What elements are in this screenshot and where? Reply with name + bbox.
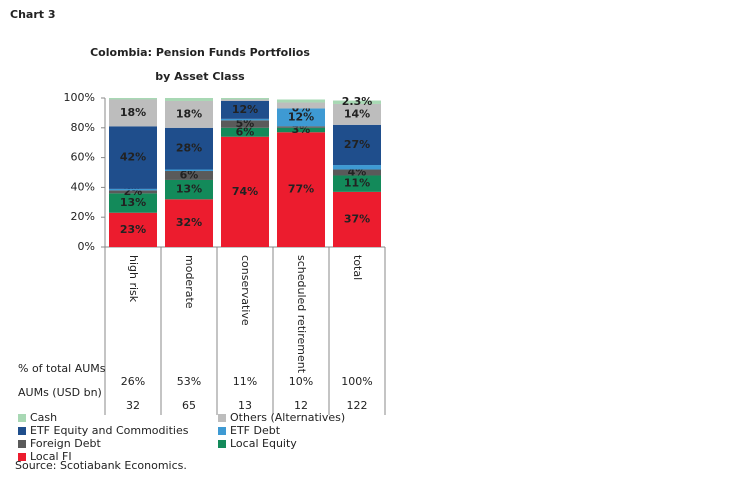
x-tick-label: high risk (127, 255, 140, 303)
bar-segment (165, 98, 213, 101)
data-label: 6% (236, 125, 255, 138)
data-label: 28% (176, 142, 202, 155)
bar-segment (221, 99, 269, 101)
bar-segment (333, 191, 381, 247)
table-cell: 26% (121, 375, 145, 388)
bar-segment (109, 212, 157, 247)
data-label: 77% (288, 183, 314, 196)
bar-segment (333, 169, 381, 176)
bar-segment (277, 108, 325, 127)
data-label: 11% (344, 177, 370, 190)
bar-segment (165, 169, 213, 172)
table-cell: 13 (238, 399, 252, 412)
y-tick-label: 100% (64, 91, 95, 104)
data-label: 12% (288, 110, 314, 123)
x-tick-label: moderate (183, 255, 196, 309)
bar-segment (221, 98, 269, 100)
legend-label: Others (Alternatives) (230, 411, 345, 424)
table-cell: 65 (182, 399, 196, 412)
bar-segment (221, 136, 269, 247)
row-label: % of total AUMs (18, 362, 106, 375)
chart-header: Chart 3 (10, 8, 56, 21)
x-tick-label: total (351, 255, 364, 280)
bar-segment (109, 188, 157, 191)
legend-swatch (18, 453, 26, 461)
legend-swatch (18, 414, 26, 422)
legend-swatch (218, 427, 226, 435)
y-tick-label: 40% (71, 180, 95, 193)
legend-label: Foreign Debt (30, 437, 101, 450)
data-label: 13% (120, 196, 146, 209)
data-label: 12% (232, 103, 258, 116)
legend-label: ETF Equity and Commodities (30, 424, 189, 437)
data-label: 18% (176, 107, 202, 120)
chart-title: by Asset Class (155, 70, 245, 83)
bar-segment (277, 99, 325, 103)
bar-segment (165, 171, 213, 180)
data-label: 13% (176, 183, 202, 196)
bar-segment (333, 124, 381, 166)
table-cell: 10% (289, 375, 313, 388)
bar-segment (333, 165, 381, 170)
data-label: 2.3% (342, 95, 373, 108)
table-cell: 100% (341, 375, 372, 388)
y-tick-label: 60% (71, 151, 95, 164)
bar-segment (277, 132, 325, 247)
data-label: 23% (120, 223, 146, 236)
table-cell: 32 (126, 399, 140, 412)
bar-segment (277, 127, 325, 133)
source: Source: Scotiabank Economics. (15, 459, 187, 472)
data-label: 37% (344, 212, 370, 225)
data-label: 74% (232, 185, 258, 198)
table-cell: 12 (294, 399, 308, 412)
y-tick-label: 20% (71, 210, 95, 223)
data-label: 14% (344, 107, 370, 120)
data-label: 6% (180, 168, 199, 181)
bar-segment (333, 100, 381, 104)
chart-title: Colombia: Pension Funds Portfolios (90, 46, 310, 59)
data-label: 42% (120, 151, 146, 164)
bar-segment (221, 118, 269, 121)
x-tick-label: scheduled retirement (295, 255, 308, 374)
table-cell: 11% (233, 375, 257, 388)
y-tick-label: 0% (78, 240, 95, 253)
x-tick-label: conservative (239, 255, 252, 326)
legend-swatch (18, 440, 26, 448)
data-label: 27% (344, 138, 370, 151)
table-cell: 53% (177, 375, 201, 388)
legend-label: ETF Debt (230, 424, 281, 437)
legend-swatch (218, 440, 226, 448)
row-label: AUMs (USD bn) (18, 386, 102, 399)
bar-segment (109, 98, 157, 100)
data-label: 32% (176, 216, 202, 229)
bar-segment (109, 99, 157, 127)
bar-segment (221, 100, 269, 119)
bar-segment (109, 126, 157, 189)
bar-segment (165, 127, 213, 170)
bar-segment (165, 179, 213, 200)
bar-segment (165, 100, 213, 128)
bar-segment (109, 193, 157, 213)
legend-swatch (218, 414, 226, 422)
bar-segment (333, 103, 381, 125)
bar-segment (221, 120, 269, 128)
legend-label: Cash (30, 411, 57, 424)
bar-segment (109, 190, 157, 194)
legend-label: Local Equity (230, 437, 297, 450)
legend-label: Local FI (30, 450, 72, 463)
bar-segment (277, 102, 325, 109)
bar-segment (165, 199, 213, 247)
table-cell: 122 (347, 399, 368, 412)
bar-segment (333, 175, 381, 192)
data-label: 18% (120, 106, 146, 119)
y-tick-label: 80% (71, 121, 95, 134)
bar-segment (277, 126, 325, 128)
legend-swatch (18, 427, 26, 435)
bar-segment (221, 127, 269, 137)
